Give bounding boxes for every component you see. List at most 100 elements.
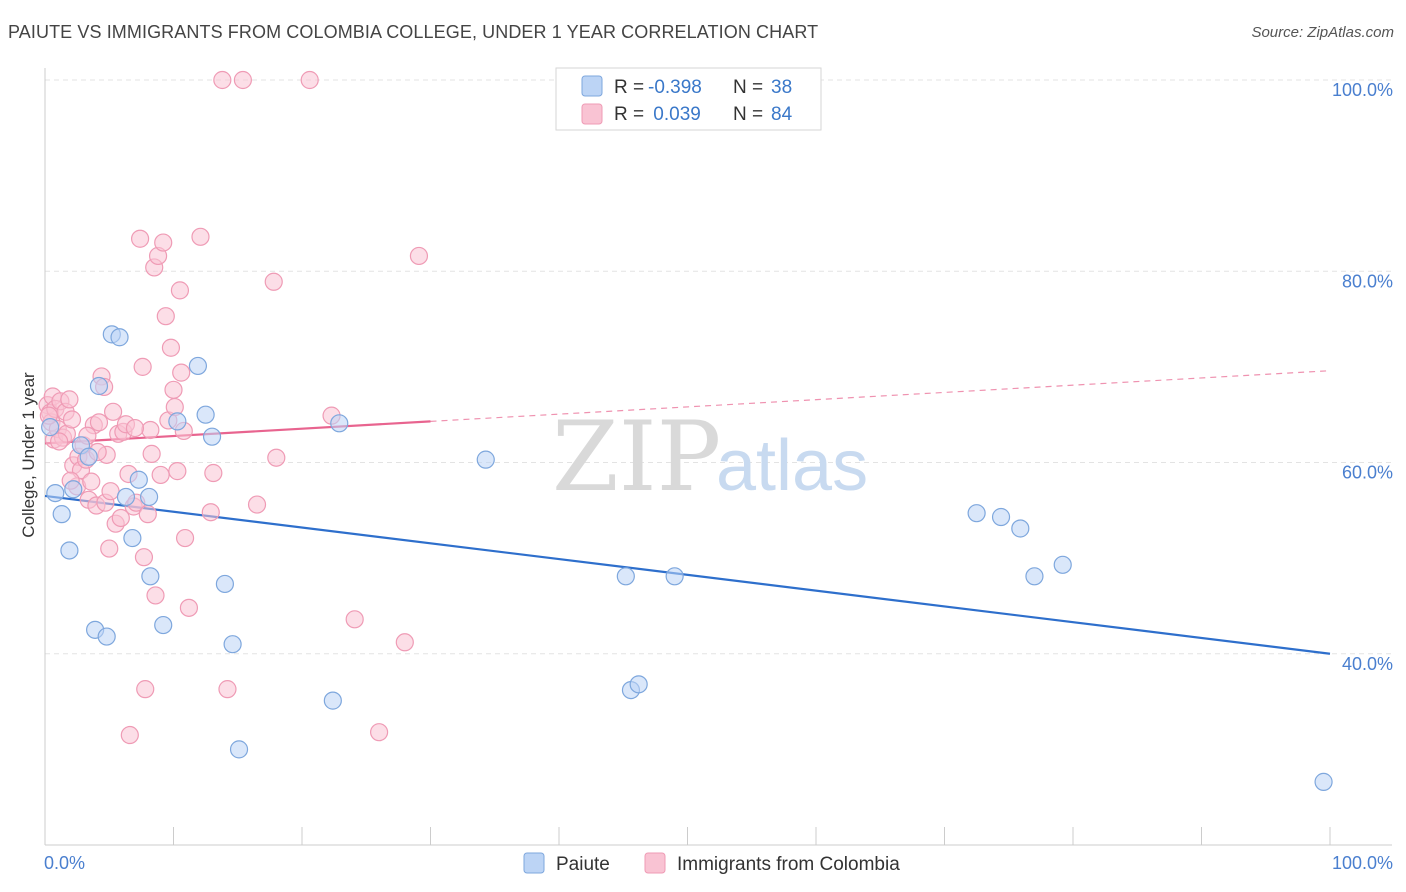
watermark-atlas: atlas xyxy=(716,426,868,506)
legend-swatch-paiute xyxy=(581,75,603,97)
legend-bottom-swatch-paiute xyxy=(523,852,545,874)
point-colombia xyxy=(141,420,160,440)
legend-n-value-1: 38 xyxy=(771,77,792,98)
point-colombia xyxy=(164,380,183,399)
legend-series: Paiute Immigrants from Colombia xyxy=(523,852,900,875)
point-colombia xyxy=(218,680,237,699)
legend-n-label-2: N = xyxy=(733,104,763,125)
point-colombia xyxy=(111,508,130,528)
point-paiute xyxy=(1314,772,1333,791)
point-paiute xyxy=(1011,519,1030,538)
point-colombia xyxy=(133,357,152,376)
point-colombia xyxy=(156,307,175,326)
point-colombia xyxy=(100,539,119,558)
point-paiute xyxy=(323,691,342,710)
point-colombia xyxy=(267,448,286,467)
point-colombia xyxy=(104,402,123,421)
point-paiute xyxy=(476,450,495,469)
trend-line-colombia xyxy=(44,420,431,445)
legend-bottom-swatch-colombia xyxy=(644,852,666,874)
point-paiute xyxy=(967,504,986,523)
point-colombia xyxy=(89,413,109,432)
point-colombia xyxy=(142,444,161,463)
point-colombia xyxy=(395,633,414,652)
point-paiute xyxy=(52,505,71,524)
point-paiute xyxy=(139,487,159,507)
point-colombia xyxy=(50,432,69,451)
point-paiute xyxy=(129,470,148,489)
legend-swatch-colombia xyxy=(581,103,603,125)
point-colombia xyxy=(170,281,190,300)
legend-bottom-label-colombia: Immigrants from Colombia xyxy=(677,854,900,875)
point-paiute xyxy=(168,412,187,431)
x-tick-label: 100.0% xyxy=(1332,853,1393,873)
data-points xyxy=(38,70,1333,791)
point-colombia xyxy=(168,462,187,481)
watermark-zip: ZIP xyxy=(552,401,721,513)
point-colombia xyxy=(101,482,120,501)
point-paiute xyxy=(41,418,60,437)
point-colombia xyxy=(62,410,82,429)
point-paiute xyxy=(141,567,160,586)
point-paiute xyxy=(330,414,349,433)
y-tick-label: 80.0% xyxy=(1342,271,1393,291)
y-tick-label: 60.0% xyxy=(1342,463,1393,483)
point-paiute xyxy=(60,541,79,560)
point-colombia xyxy=(191,227,210,246)
point-paiute xyxy=(223,635,242,654)
point-paiute xyxy=(196,405,215,424)
point-paiute xyxy=(1053,555,1072,574)
point-paiute xyxy=(991,507,1011,527)
trend-line-colombia-extension xyxy=(430,370,1331,422)
point-paiute xyxy=(1025,567,1044,586)
point-colombia xyxy=(300,70,319,90)
point-colombia xyxy=(130,229,150,248)
legend-r-value-1: -0.398 xyxy=(648,77,702,98)
legend-r-label-2: R = xyxy=(614,104,644,125)
point-paiute xyxy=(64,480,83,499)
point-colombia xyxy=(213,70,232,90)
point-colombia xyxy=(370,723,389,742)
point-paiute xyxy=(629,675,648,694)
point-paiute xyxy=(97,627,116,646)
point-paiute xyxy=(202,427,222,446)
point-paiute xyxy=(79,447,98,466)
point-colombia xyxy=(120,725,139,745)
y-tick-label: 100.0% xyxy=(1332,80,1393,100)
point-colombia xyxy=(60,390,79,409)
point-colombia xyxy=(204,463,223,483)
y-tick-label: 40.0% xyxy=(1342,654,1393,674)
point-colombia xyxy=(264,272,283,291)
point-paiute xyxy=(188,356,208,376)
point-colombia xyxy=(345,610,364,629)
point-paiute xyxy=(116,487,136,507)
point-paiute xyxy=(665,567,684,586)
point-colombia xyxy=(125,418,145,438)
legend-bottom-label-paiute: Paiute xyxy=(556,854,610,875)
point-colombia xyxy=(146,586,165,605)
point-colombia xyxy=(151,465,170,485)
watermark: ZIP atlas xyxy=(552,401,868,513)
point-paiute xyxy=(229,740,249,759)
x-tick-label: 0.0% xyxy=(44,853,85,873)
legend-r-value-2: 0.039 xyxy=(648,104,701,125)
point-paiute xyxy=(46,484,65,503)
legend-n-label-1: N = xyxy=(733,77,763,98)
point-colombia xyxy=(154,233,173,252)
trend-line-paiute xyxy=(44,494,1331,655)
trend-lines xyxy=(44,370,1331,655)
point-colombia xyxy=(233,70,252,90)
point-paiute xyxy=(154,615,173,635)
point-colombia xyxy=(175,528,195,548)
point-colombia xyxy=(138,505,157,524)
point-colombia xyxy=(161,338,181,357)
point-colombia xyxy=(172,363,191,382)
point-colombia xyxy=(201,503,220,522)
point-colombia xyxy=(82,472,101,491)
grid-lines xyxy=(45,79,1392,655)
tick-labels: 100.0% 80.0% 60.0% 40.0% 0.0% 100.0% xyxy=(44,80,1393,873)
source-label: Source: ZipAtlas.com xyxy=(1251,24,1394,41)
point-paiute xyxy=(616,567,635,586)
axes xyxy=(44,68,1392,846)
